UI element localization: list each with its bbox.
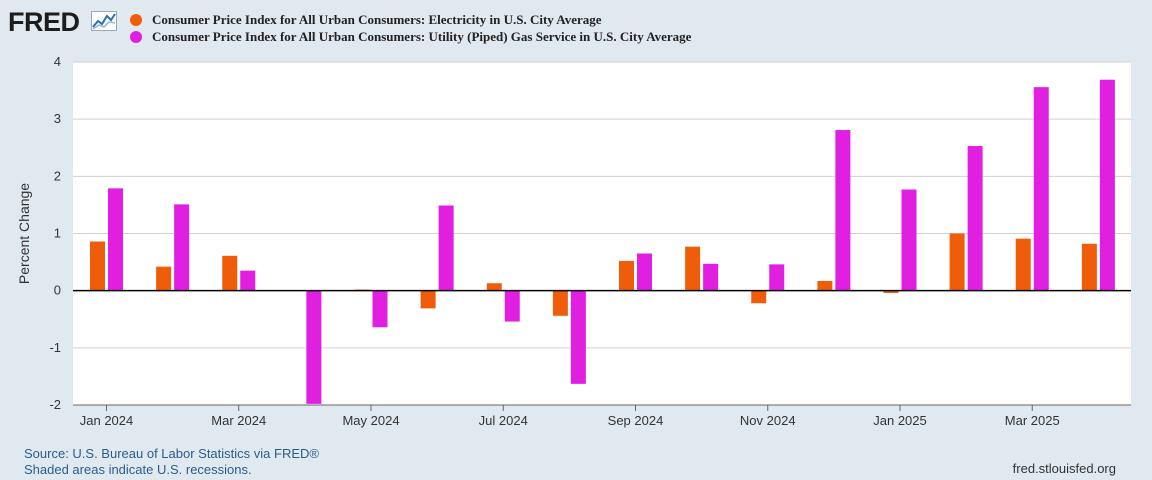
bar-gas xyxy=(703,263,719,291)
fred-url[interactable]: fred.stlouisfed.org xyxy=(1012,461,1116,476)
bar-electricity xyxy=(420,290,436,309)
bar-electricity xyxy=(486,283,502,291)
y-axis-label: Percent Change xyxy=(16,183,32,284)
bar-electricity xyxy=(685,246,701,291)
bar-electricity xyxy=(619,260,634,291)
y-tick-label: 0 xyxy=(54,283,61,298)
y-tick-label: -1 xyxy=(49,340,61,355)
bar-gas xyxy=(240,270,256,291)
fred-logo[interactable]: FRED xyxy=(8,7,80,37)
bar-electricity xyxy=(949,233,965,291)
x-tick-label: May 2024 xyxy=(342,413,399,428)
y-tick-label: 2 xyxy=(54,168,61,183)
bar-gas xyxy=(504,290,520,322)
bar-gas xyxy=(174,204,190,291)
source-note: Source: U.S. Bureau of Labor Statistics … xyxy=(24,446,319,461)
x-tick-label: Mar 2025 xyxy=(1005,413,1060,428)
bar-electricity xyxy=(222,255,238,291)
bar-gas xyxy=(967,146,983,291)
bar-electricity xyxy=(883,290,899,293)
legend-label-electricity: Consumer Price Index for All Urban Consu… xyxy=(152,11,602,27)
y-tick-label: -2 xyxy=(49,397,61,412)
bar-electricity xyxy=(751,290,767,304)
bar-electricity xyxy=(1081,243,1097,291)
bar-electricity xyxy=(90,241,105,291)
legend: Consumer Price Index for All Urban Consu… xyxy=(130,11,691,45)
legend-swatch-gas xyxy=(130,30,142,43)
legend-item-gas[interactable]: Consumer Price Index for All Urban Consu… xyxy=(130,28,691,45)
y-tick-label: 1 xyxy=(54,226,61,241)
bar-gas xyxy=(637,253,652,291)
legend-swatch-electricity xyxy=(130,13,142,26)
bar-gas xyxy=(901,189,917,291)
bar-gas xyxy=(438,205,454,291)
bar-gas xyxy=(570,290,586,384)
x-tick-label: Mar 2024 xyxy=(211,413,266,428)
bar-electricity xyxy=(817,280,833,291)
bar-gas xyxy=(1099,79,1115,291)
bar-gas xyxy=(306,290,322,404)
bar-gas xyxy=(108,188,123,291)
x-tick-label: Sep 2024 xyxy=(608,413,664,428)
legend-item-electricity[interactable]: Consumer Price Index for All Urban Consu… xyxy=(130,11,691,28)
bar-gas xyxy=(372,290,388,328)
bar-gas xyxy=(835,130,851,291)
legend-label-gas: Consumer Price Index for All Urban Consu… xyxy=(152,28,692,44)
bar-electricity xyxy=(156,266,172,291)
x-tick-label: Jan 2025 xyxy=(873,413,927,428)
bar-gas xyxy=(1033,87,1049,291)
footer-notes: Source: U.S. Bureau of Labor Statistics … xyxy=(24,446,319,478)
x-tick-label: Jul 2024 xyxy=(479,413,528,428)
line-chart-icon xyxy=(91,11,117,31)
bar-electricity xyxy=(552,290,568,316)
recessions-note: Shaded areas indicate U.S. recessions. xyxy=(24,462,252,477)
x-tick-label: Nov 2024 xyxy=(740,413,796,428)
x-tick-label: Jan 2024 xyxy=(80,413,134,428)
y-tick-label: 4 xyxy=(54,54,61,69)
bar-gas xyxy=(769,264,785,291)
y-tick-label: 3 xyxy=(54,111,61,126)
bar-electricity xyxy=(1015,238,1031,291)
